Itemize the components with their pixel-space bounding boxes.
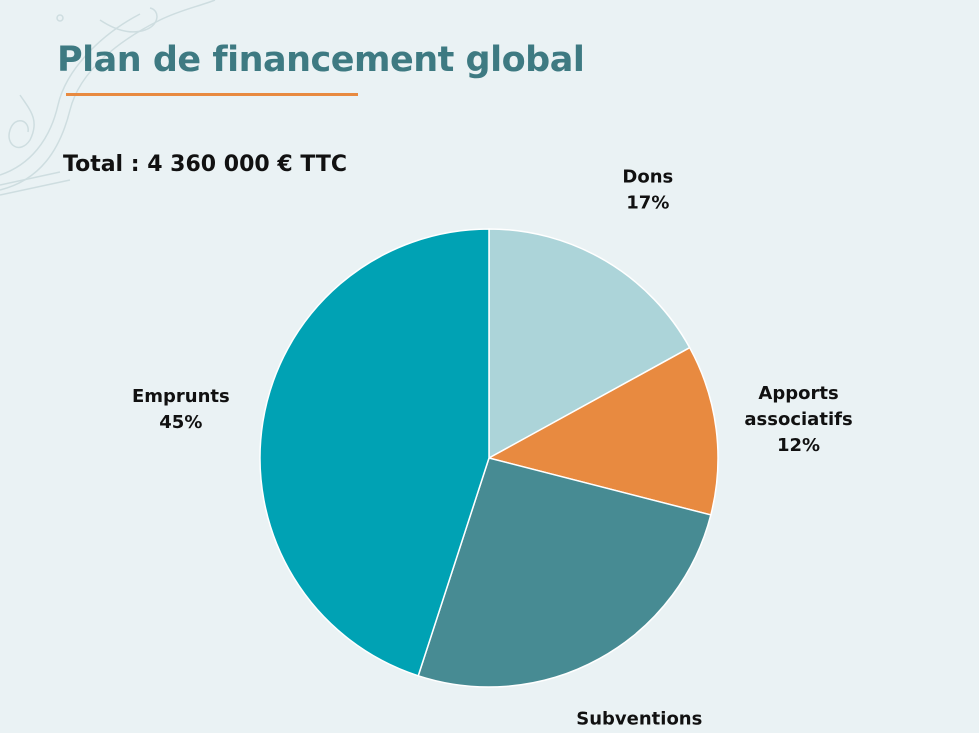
pie-slice-apports-associatifs [486, 346, 719, 516]
total-amount: Total : 4 360 000 € TTC [63, 152, 347, 177]
slice-label-emprunts: Emprunts 45% [132, 386, 230, 433]
slice-label-dons: Dons 17% [622, 166, 673, 213]
title-underline [66, 93, 358, 96]
page-title: Plan de financement global [57, 40, 585, 80]
slice-label-subventions: Subventions26% [576, 708, 702, 733]
floral-ornament-icon [0, 0, 216, 196]
pie-slice-emprunts [259, 228, 490, 677]
slice-label-apports-associatifs: Apports associatifs 12% [744, 383, 852, 456]
pie-slice-subventions [417, 457, 712, 688]
pie-slice-dons [488, 228, 691, 460]
